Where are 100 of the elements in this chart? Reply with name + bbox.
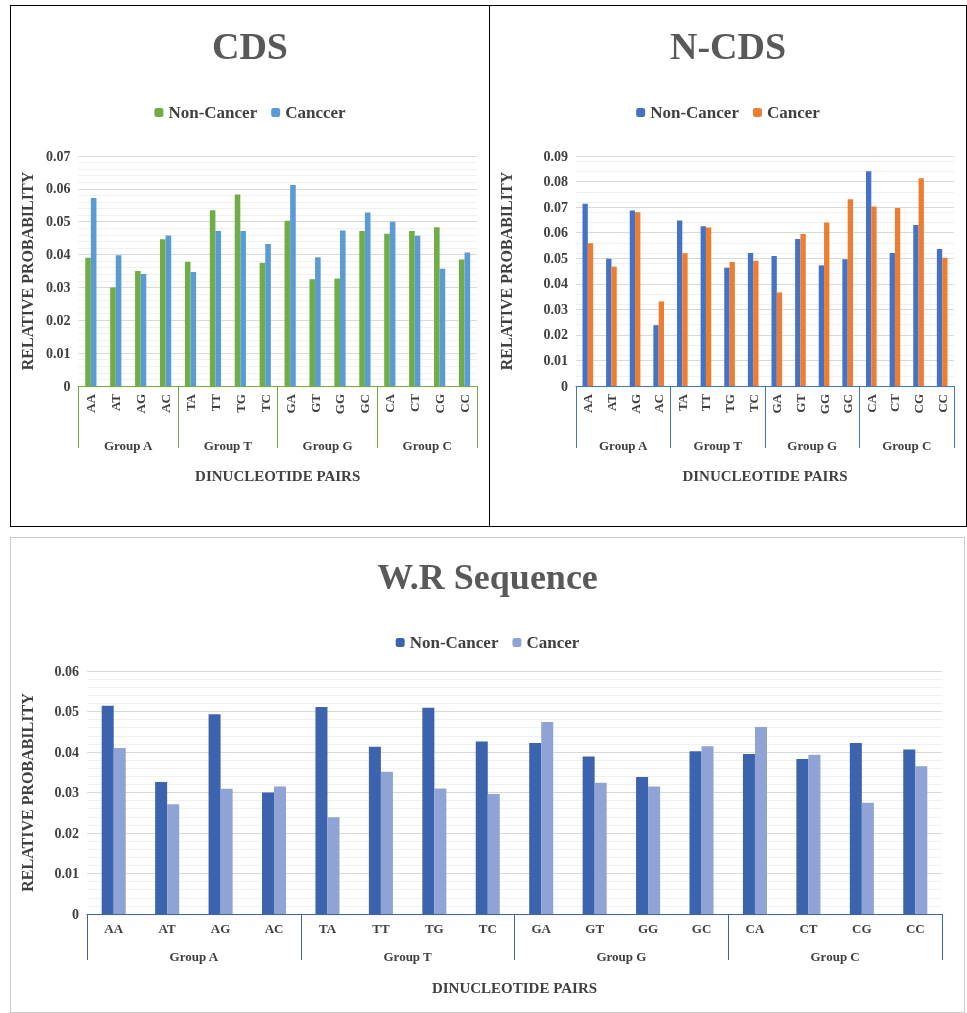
text: Group C	[810, 949, 860, 964]
x-tick-label: TC	[257, 394, 273, 413]
legend-label: Canccer	[285, 103, 347, 122]
x-tick-label: AA	[104, 921, 124, 936]
legend-label: Non-Cancer	[168, 103, 258, 122]
x-tick-label: GC	[357, 394, 373, 414]
y-tick-label: 0.02	[45, 312, 71, 328]
text: Group A	[103, 438, 154, 453]
y-tick-label: 0.01	[543, 352, 568, 368]
y-tick-label: 0.06	[45, 181, 71, 197]
y-tick-label: 0.03	[543, 301, 568, 317]
x-tick-label: AA	[83, 393, 99, 413]
y-axis-title: RELATIVE PROBABILITY	[18, 171, 36, 371]
y-axis-title: RELATIVE PROBABILITY	[18, 692, 36, 892]
y-tick-label: 0.06	[543, 225, 568, 241]
x-tick-label: TG	[232, 394, 248, 413]
y-axis-title: RELATIVE PROBABILITY	[497, 171, 515, 371]
y-tick-label: 0.01	[45, 345, 71, 361]
text: Group A	[598, 438, 649, 453]
x-tick-label: AC	[158, 394, 174, 413]
legend-label: Non-Cancer	[409, 633, 499, 652]
x-tick-label: GC	[691, 921, 712, 936]
text: Group G	[787, 438, 838, 453]
y-tick-label: 0.05	[543, 250, 568, 266]
x-tick-label: CA	[745, 921, 765, 936]
text: Group G	[302, 438, 353, 453]
x-tick-label: CC	[457, 394, 473, 413]
y-tick-label: 0.07	[543, 199, 568, 215]
x-tick-label: CG	[911, 394, 927, 414]
legend-label: Cancer	[766, 103, 821, 122]
x-tick-label: TT	[207, 393, 223, 412]
x-tick-label: GA	[531, 921, 552, 936]
x-tick-label: CT	[407, 393, 423, 413]
y-tick-label: 0	[63, 378, 71, 394]
x-tick-label: AG	[210, 921, 231, 936]
chart-title: W.R Sequence	[377, 557, 598, 597]
y-tick-label: 0.05	[45, 214, 71, 230]
x-tick-label: GA	[282, 393, 298, 414]
y-tick-label: 0.01	[54, 866, 79, 881]
x-tick-label: GG	[637, 921, 659, 936]
text: Group A	[169, 949, 219, 964]
x-tick-label: GT	[792, 393, 808, 413]
y-tick-label: 0.03	[54, 785, 79, 800]
x-tick-label: CT	[799, 921, 818, 936]
y-tick-label: 0	[72, 906, 79, 922]
x-tick-label: GG	[332, 394, 348, 415]
legend-label: Non-Cancer	[650, 103, 740, 122]
x-tick-label: CT	[887, 393, 903, 413]
x-tick-label: CC	[934, 394, 950, 413]
x-tick-label: CA	[382, 393, 398, 413]
x-tick-label: GA	[769, 393, 785, 414]
x-tick-label: GC	[840, 394, 856, 414]
y-tick-label: 0.02	[543, 327, 568, 343]
y-tick-label: 0.04	[54, 744, 79, 760]
text: Group T	[203, 438, 253, 453]
x-tick-label: TT	[372, 921, 390, 936]
text: Group C	[402, 438, 452, 453]
x-axis-title: DINUCLEOTIDE PAIRS	[195, 467, 361, 484]
chart-title: N-CDS	[669, 25, 787, 67]
x-tick-label: AC	[651, 394, 667, 413]
text: Group T	[693, 438, 743, 453]
x-axis-title: DINUCLEOTIDE PAIRS	[682, 467, 848, 484]
x-tick-label: TT	[698, 393, 714, 412]
legend-label: Cancer	[526, 633, 580, 652]
x-tick-label: CG	[432, 394, 448, 414]
y-tick-label: 0.02	[54, 825, 79, 841]
y-tick-label: 0.07	[45, 148, 71, 164]
x-tick-label: CC	[905, 921, 925, 936]
x-tick-label: TG	[722, 394, 738, 413]
x-tick-label: AG	[627, 394, 643, 414]
x-tick-label: AT	[158, 921, 177, 936]
x-tick-label: TC	[745, 394, 761, 413]
x-tick-label: TA	[318, 921, 337, 936]
y-tick-label: 0.09	[543, 148, 568, 164]
x-tick-label: TA	[183, 393, 199, 412]
y-tick-label: 0	[561, 378, 568, 394]
text: Group T	[383, 949, 433, 964]
y-tick-label: 0.08	[543, 174, 568, 190]
x-tick-label: AA	[580, 393, 596, 413]
x-tick-label: GT	[307, 393, 323, 413]
text: Group C	[882, 438, 932, 453]
x-tick-label: CG	[852, 921, 872, 936]
x-tick-label: TC	[478, 921, 497, 936]
x-tick-label: AG	[133, 394, 149, 414]
y-tick-label: 0.04	[45, 247, 71, 263]
x-tick-label: TG	[424, 921, 444, 936]
x-tick-label: GG	[816, 394, 832, 415]
y-tick-label: 0.03	[45, 279, 71, 295]
text: Group G	[596, 949, 647, 964]
x-tick-label: AT	[108, 393, 124, 412]
y-tick-label: 0.04	[543, 276, 568, 292]
y-tick-label: 0.06	[54, 663, 79, 679]
x-tick-label: CA	[863, 393, 879, 413]
x-tick-label: AC	[264, 921, 284, 936]
x-tick-label: TA	[674, 393, 690, 412]
x-tick-label: AT	[603, 393, 619, 412]
x-tick-label: GT	[585, 921, 605, 936]
y-tick-label: 0.05	[54, 704, 79, 719]
chart-title: CDS	[211, 25, 289, 67]
x-axis-title: DINUCLEOTIDE PAIRS	[431, 979, 598, 996]
